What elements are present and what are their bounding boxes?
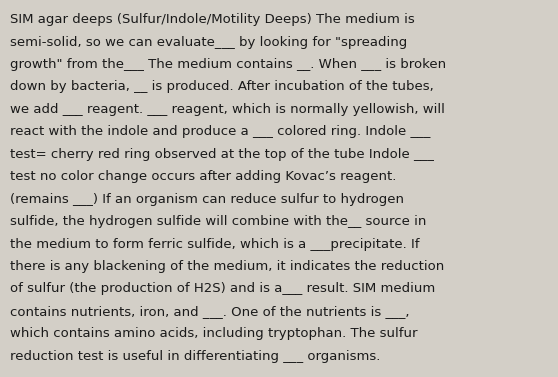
Text: of sulfur (the production of H2S) and is a___ result. SIM medium: of sulfur (the production of H2S) and is… (10, 282, 435, 295)
Text: down by bacteria, __ is produced. After incubation of the tubes,: down by bacteria, __ is produced. After … (10, 81, 434, 93)
Text: which contains amino acids, including tryptophan. The sulfur: which contains amino acids, including tr… (10, 327, 417, 340)
Text: we add ___ reagent. ___ reagent, which is normally yellowish, will: we add ___ reagent. ___ reagent, which i… (10, 103, 445, 116)
Text: test= cherry red ring observed at the top of the tube Indole ___: test= cherry red ring observed at the to… (10, 148, 434, 161)
Text: there is any blackening of the medium, it indicates the reduction: there is any blackening of the medium, i… (10, 260, 444, 273)
Text: test no color change occurs after adding Kovac’s reagent.: test no color change occurs after adding… (10, 170, 396, 183)
Text: contains nutrients, iron, and ___. One of the nutrients is ___,: contains nutrients, iron, and ___. One o… (10, 305, 410, 318)
Text: sulfide, the hydrogen sulfide will combine with the__ source in: sulfide, the hydrogen sulfide will combi… (10, 215, 426, 228)
Text: the medium to form ferric sulfide, which is a ___precipitate. If: the medium to form ferric sulfide, which… (10, 238, 420, 250)
Text: (remains ___) If an organism can reduce sulfur to hydrogen: (remains ___) If an organism can reduce … (10, 193, 404, 205)
Text: reduction test is useful in differentiating ___ organisms.: reduction test is useful in differentiat… (10, 350, 381, 363)
Text: semi-solid, so we can evaluate___ by looking for "spreading: semi-solid, so we can evaluate___ by loo… (10, 36, 407, 49)
Text: SIM agar deeps (Sulfur/Indole/Motility Deeps) The medium is: SIM agar deeps (Sulfur/Indole/Motility D… (10, 13, 415, 26)
Text: growth" from the___ The medium contains __. When ___ is broken: growth" from the___ The medium contains … (10, 58, 446, 71)
Text: react with the indole and produce a ___ colored ring. Indole ___: react with the indole and produce a ___ … (10, 126, 430, 138)
